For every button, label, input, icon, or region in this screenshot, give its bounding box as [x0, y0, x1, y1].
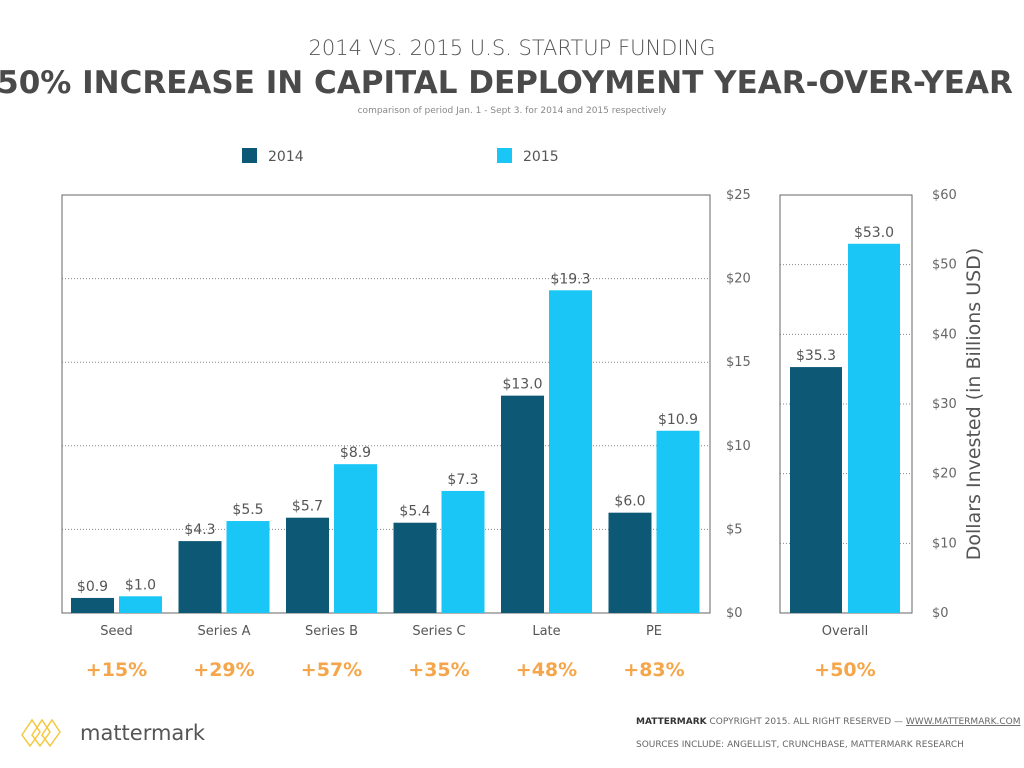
x-tick-label: Series C [412, 624, 465, 639]
legend-label-2014: 2014 [268, 149, 304, 165]
copyright: MATTERMARK COPYRIGHT 2015. ALL RIGHT RES… [636, 717, 1021, 727]
chart-subtitle: 50% INCREASE IN CAPITAL DEPLOYMENT YEAR-… [0, 65, 1013, 101]
y-axis-label: Dollars Invested (in Billions USD) [963, 248, 985, 560]
plot-frame [61, 194, 711, 614]
data-label: $5.7 [292, 499, 323, 515]
y-tick-label: $20 [726, 272, 751, 287]
brand-name: mattermark [80, 721, 206, 745]
y-tick-label: $0 [932, 606, 949, 621]
x-tick-label: Late [532, 624, 560, 639]
x-tick-label: PE [646, 624, 662, 639]
legend-swatch-2015 [497, 148, 512, 163]
bar-2015-seed [119, 596, 162, 613]
data-label: $4.3 [184, 522, 215, 538]
bar-2014-series-a [178, 541, 222, 613]
data-label: $5.4 [399, 504, 430, 520]
data-label: $13.0 [502, 377, 542, 393]
y-tick-label: $0 [726, 606, 743, 621]
bar-2015-pe [656, 430, 700, 613]
growth-label: +83% [623, 659, 684, 681]
growth-label: +57% [301, 659, 362, 681]
data-label: $7.3 [447, 472, 478, 488]
bar-2014-series-c [393, 522, 437, 613]
data-label: $5.5 [232, 502, 263, 518]
bar-2014-late [501, 395, 544, 613]
chart-title: 2014 VS. 2015 U.S. STARTUP FUNDING [308, 36, 715, 60]
growth-label: +35% [408, 659, 469, 681]
y-tick-label: $60 [932, 188, 957, 203]
growth-label: +48% [516, 659, 577, 681]
data-label: $53.0 [854, 225, 894, 241]
bar-2015-late [549, 290, 592, 613]
y-tick-label: $10 [932, 536, 957, 551]
y-tick-label: $20 [932, 467, 957, 482]
growth-label: +15% [86, 659, 147, 681]
bar-2014-pe [608, 512, 652, 613]
y-tick-label: $50 [932, 258, 957, 273]
x-tick-label: Series B [305, 624, 358, 639]
data-label: $10.9 [658, 412, 698, 428]
bar-2015-series-b [334, 464, 377, 613]
bar-2014-seed [71, 597, 114, 613]
bar-2014-series-b [286, 517, 329, 613]
data-label: $1.0 [125, 577, 156, 593]
y-tick-label: $25 [726, 188, 751, 203]
mattermark-logo [21, 718, 61, 748]
y-tick-label: $5 [726, 522, 743, 537]
x-tick-label: Overall [822, 624, 868, 639]
bar-2015-overall [848, 243, 900, 613]
data-label: $35.3 [796, 348, 836, 364]
website-link[interactable]: WWW.MATTERMARK.COM [906, 717, 1021, 727]
sources: SOURCES INCLUDE: ANGELLIST, CRUNCHBASE, … [636, 740, 964, 750]
data-label: $8.9 [340, 445, 371, 461]
data-label: $0.9 [77, 579, 108, 595]
y-tick-label: $10 [726, 439, 751, 454]
bar-2014-overall [790, 367, 842, 613]
x-tick-label: Series A [197, 624, 250, 639]
legend-swatch-2014 [242, 148, 257, 163]
data-label: $19.3 [550, 271, 590, 287]
growth-label: +29% [193, 659, 254, 681]
growth-label: +50% [814, 659, 875, 681]
plot-frame [779, 194, 913, 614]
y-tick-label: $40 [932, 327, 957, 342]
bar-2015-series-a [226, 521, 270, 613]
data-label: $6.0 [614, 494, 645, 510]
x-tick-label: Seed [100, 624, 133, 639]
bar-2015-series-c [441, 490, 485, 613]
y-tick-label: $30 [932, 397, 957, 412]
y-tick-label: $15 [726, 355, 751, 370]
legend-label-2015: 2015 [523, 149, 559, 165]
chart-note: comparison of period Jan. 1 - Sept 3. fo… [358, 106, 667, 116]
